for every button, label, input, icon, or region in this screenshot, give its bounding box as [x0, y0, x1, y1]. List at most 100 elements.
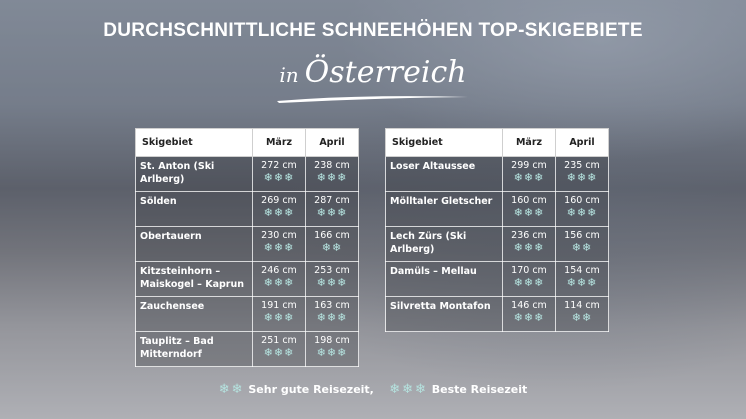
snowflake-icon: ❄❄❄	[316, 206, 348, 219]
subtitle-country: Österreich	[304, 55, 467, 90]
snowflake-icon: ❄❄❄	[513, 311, 545, 324]
snow-depth-march: 299 cm ❄❄❄	[502, 156, 556, 192]
table-body-left: St. Anton (Ski Arlberg) 272 cm ❄❄❄ 238 cm ❄❄…	[135, 156, 359, 367]
snow-depth-value: 156 cm	[564, 230, 600, 241]
snow-depth-april: 287 cm ❄❄❄	[305, 191, 359, 227]
snow-depth-march: 230 cm ❄❄❄	[252, 226, 306, 262]
snowflake-icon: ❄❄❄	[316, 171, 348, 184]
header-area: Skigebiet	[135, 128, 253, 157]
page-title: DURCHSCHNITTLICHE SCHNEEHÖHEN TOP-SKIGEB…	[103, 20, 643, 41]
ski-area-name: Damüls – Mellau	[385, 261, 503, 297]
snowflake-icon: ❄❄❄	[513, 241, 545, 254]
subtitle: in Österreich	[0, 55, 746, 90]
snow-depth-march: 251 cm ❄❄❄	[252, 331, 306, 367]
snowflake-icon: ❄❄❄	[566, 171, 598, 184]
snow-depth-value: 163 cm	[314, 300, 350, 311]
snow-depth-april: 114 cm ❄❄	[555, 296, 609, 332]
snow-depth-value: 251 cm	[261, 335, 297, 346]
snowflake-icon: ❄❄❄	[513, 206, 545, 219]
snowflake-icon: ❄❄❄	[513, 171, 545, 184]
ski-area-name: Mölltaler Gletscher	[385, 191, 503, 227]
ski-area-name: Lech Zürs (Ski Arlberg)	[385, 226, 503, 262]
snowflake-icon: ❄❄	[321, 241, 343, 254]
snow-depth-value: 272 cm	[261, 160, 297, 171]
snow-depth-april: 166 cm ❄❄	[305, 226, 359, 262]
snow-depth-value: 230 cm	[261, 230, 297, 241]
snow-depth-value: 191 cm	[261, 300, 297, 311]
snow-depth-april: 198 cm ❄❄❄	[305, 331, 359, 367]
snow-depth-april: 238 cm ❄❄❄	[305, 156, 359, 192]
snow-depth-value: 154 cm	[564, 265, 600, 276]
brush-underline	[277, 96, 468, 103]
snow-depth-value: 160 cm	[511, 195, 547, 206]
header-area: Skigebiet	[385, 128, 503, 157]
snow-depth-value: 198 cm	[314, 335, 350, 346]
ski-area-name: Zauchensee	[135, 296, 253, 332]
ski-area-name: Obertauern	[135, 226, 253, 262]
snow-depth-value: 287 cm	[314, 195, 350, 206]
snow-depth-april: 235 cm ❄❄❄	[555, 156, 609, 192]
header-april: April	[305, 128, 359, 157]
snow-depth-value: 166 cm	[314, 230, 350, 241]
snow-depth-value: 299 cm	[511, 160, 547, 171]
ski-area-name: St. Anton (Ski Arlberg)	[135, 156, 253, 192]
snowflake-icon: ❄❄❄	[566, 276, 598, 289]
snow-depth-march: 236 cm ❄❄❄	[502, 226, 556, 262]
snowflake-icon: ❄❄❄	[316, 276, 348, 289]
snow-depth-value: 114 cm	[564, 300, 600, 311]
table-row: Damüls – Mellau 170 cm ❄❄❄ 154 cm ❄❄❄	[385, 261, 609, 297]
snow-depth-april: 160 cm ❄❄❄	[555, 191, 609, 227]
snow-table-right: Skigebiet März April Loser Altaussee 299 …	[385, 128, 609, 332]
snow-depth-april: 253 cm ❄❄❄	[305, 261, 359, 297]
ski-area-name: Kitzsteinhorn – Maiskogel – Kaprun	[135, 261, 253, 297]
snow-depth-march: 246 cm ❄❄❄	[252, 261, 306, 297]
snow-depth-april: 154 cm ❄❄❄	[555, 261, 609, 297]
snowflake-icon: ❄❄❄	[316, 311, 348, 324]
snow-depth-value: 236 cm	[511, 230, 547, 241]
table-row: Loser Altaussee 299 cm ❄❄❄ 235 cm ❄❄❄	[385, 156, 609, 192]
snow-depth-april: 163 cm ❄❄❄	[305, 296, 359, 332]
ski-area-name: Silvretta Montafon	[385, 296, 503, 332]
snowflake-icon: ❄❄❄	[263, 346, 295, 359]
snowflake-icon: ❄❄	[571, 311, 593, 324]
legend-best-label: Beste Reisezeit	[431, 383, 528, 396]
snowflake-icon: ❄❄❄	[513, 276, 545, 289]
snow-table-left: Skigebiet März April St. Anton (Ski Arlb…	[135, 128, 359, 367]
snow-depth-value: 238 cm	[314, 160, 350, 171]
ski-area-name: Loser Altaussee	[385, 156, 503, 192]
snow-depth-value: 160 cm	[564, 195, 600, 206]
snow-depth-value: 235 cm	[564, 160, 600, 171]
table-body-right: Loser Altaussee 299 cm ❄❄❄ 235 cm ❄❄❄ Mölltal…	[385, 156, 609, 332]
snow-depth-value: 170 cm	[511, 265, 547, 276]
table-row: St. Anton (Ski Arlberg) 272 cm ❄❄❄ 238 cm ❄❄…	[135, 156, 359, 192]
snow-depth-value: 146 cm	[511, 300, 547, 311]
snowflake-icon: ❄❄❄	[263, 311, 295, 324]
snow-depth-value: 269 cm	[261, 195, 297, 206]
table-row: Silvretta Montafon 146 cm ❄❄❄ 114 cm ❄❄	[385, 296, 609, 332]
table-row: Mölltaler Gletscher 160 cm ❄❄❄ 160 cm ❄❄❄	[385, 191, 609, 227]
table-header-row: Skigebiet März April	[385, 128, 609, 157]
subtitle-prefix: in	[279, 63, 299, 87]
snowflake-icon: ❄❄	[571, 241, 593, 254]
header-march: März	[252, 128, 306, 157]
snowflake-icon: ❄❄❄	[263, 171, 295, 184]
header-march: März	[502, 128, 556, 157]
snow-depth-value: 253 cm	[314, 265, 350, 276]
snowflake-icon-best: ❄❄❄	[389, 382, 428, 397]
snow-depth-march: 269 cm ❄❄❄	[252, 191, 306, 227]
snow-depth-march: 160 cm ❄❄❄	[502, 191, 556, 227]
table-row: Zauchensee 191 cm ❄❄❄ 163 cm ❄❄❄	[135, 296, 359, 332]
snow-depth-march: 146 cm ❄❄❄	[502, 296, 556, 332]
snow-depth-april: 156 cm ❄❄	[555, 226, 609, 262]
snow-depth-value: 246 cm	[261, 265, 297, 276]
snow-depth-march: 191 cm ❄❄❄	[252, 296, 306, 332]
table-row: Kitzsteinhorn – Maiskogel – Kaprun 246 cm…	[135, 261, 359, 297]
snowflake-icon: ❄❄❄	[263, 241, 295, 254]
table-row: Tauplitz – Bad Mitterndorf 251 cm ❄❄❄ 198 c…	[135, 331, 359, 367]
table-header-row: Skigebiet März April	[135, 128, 359, 157]
legend-good-label: Sehr gute Reisezeit,	[248, 383, 374, 396]
legend: ❄❄ Sehr gute Reisezeit, ❄❄❄ Beste Reisez…	[0, 382, 746, 397]
table-row: Sölden 269 cm ❄❄❄ 287 cm ❄❄❄	[135, 191, 359, 227]
snow-depth-march: 272 cm ❄❄❄	[252, 156, 306, 192]
